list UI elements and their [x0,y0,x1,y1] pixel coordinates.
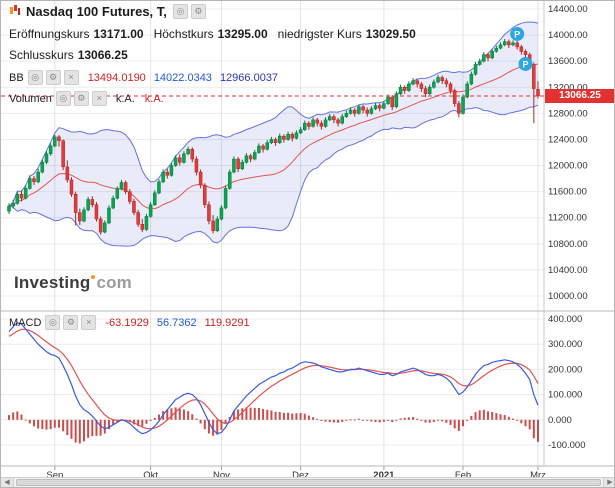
bollinger-band [8,21,539,247]
svg-text:11600.00: 11600.00 [548,187,587,198]
volume-indicator-row: Volumen ◎ ⚙ × k.A. k.A. [9,91,172,106]
horizontal-scrollbar[interactable]: ◀ ▶ [1,477,614,487]
svg-text:200.000: 200.000 [548,364,582,375]
svg-text:Nov: Nov [213,470,230,481]
bb-lower-value: 12966.0037 [219,71,279,84]
scrollbar-thumb[interactable] [16,479,601,486]
open-value: 13171.00 [93,27,144,41]
svg-text:Mrz: Mrz [530,470,546,481]
gear-icon[interactable]: ⚙ [45,70,61,85]
position-marker[interactable]: P [518,56,533,71]
scroll-left-button[interactable]: ◀ [1,478,14,487]
bb-indicator-row: BB ◎ ⚙ × 13494.0190 14022.0343 12966.003… [9,70,286,85]
instrument-icon [9,4,21,19]
volume-label: Volumen [9,92,52,105]
macd-hist-value: -63.1929 [105,316,149,329]
scrollbar-track[interactable] [14,478,603,487]
svg-text:100.000: 100.000 [548,390,582,401]
gear-icon[interactable]: ⚙ [63,315,79,330]
svg-text:-100.000: -100.000 [548,440,586,451]
svg-text:0.000: 0.000 [548,415,572,426]
scroll-right-button[interactable]: ▶ [603,478,614,487]
svg-text:400.000: 400.000 [548,314,582,325]
close-icon[interactable]: × [63,70,79,85]
logo-name: Investing [14,273,91,292]
current-price-badge: 13066.25 [545,88,614,103]
page-title: Nasdaq 100 Futures, T, [26,4,167,19]
low-label: niedrigster Kurs [277,27,362,41]
eye-icon[interactable]: ◎ [27,70,43,85]
high-value: 13295.00 [217,27,268,41]
svg-text:14000.00: 14000.00 [548,30,588,41]
svg-text:Feb: Feb [455,470,471,481]
bb-label: BB [9,71,24,84]
svg-text:14400.00: 14400.00 [548,4,588,15]
position-marker[interactable]: P [510,26,525,41]
quote-summary-row: Eröffnungskurs 13171.00 Höchstkurs 13295… [9,27,426,41]
svg-text:12400.00: 12400.00 [548,134,588,145]
close-icon[interactable]: × [81,315,97,330]
svg-text:Sep: Sep [46,470,63,481]
svg-text:10400.00: 10400.00 [548,265,588,276]
macd-label: MACD [9,316,42,329]
logo-dot-icon [91,275,96,279]
close-icon[interactable]: × [91,91,107,106]
close-label: Schlusskurs [9,48,74,62]
chart-title-row: Nasdaq 100 Futures, T, ◎ ⚙ [9,4,209,19]
close-row: Schlusskurs 13066.25 [9,48,138,62]
volume-value: k.A. [115,92,135,105]
svg-text:Dez: Dez [292,470,309,481]
svg-text:P: P [522,59,528,69]
svg-text:11200.00: 11200.00 [548,213,587,224]
low-value: 13029.50 [365,27,416,41]
macd-indicator-row: MACD ◎ ⚙ × -63.1929 56.7362 119.9291 [9,315,258,330]
bb-upper-value: 14022.0343 [153,71,212,84]
svg-text:10000.00: 10000.00 [548,291,588,302]
bb-middle-value: 13494.0190 [87,71,146,84]
svg-text:12000.00: 12000.00 [548,161,588,172]
svg-text:12800.00: 12800.00 [548,108,588,119]
gear-icon[interactable]: ⚙ [190,4,206,19]
gridlines: 14400.00 14000.00 13600.00 13200.00 12800.00… [1,1,588,481]
open-label: Eröffnungskurs [9,27,90,41]
svg-text:Okt: Okt [143,470,158,481]
svg-text:13600.00: 13600.00 [548,56,588,67]
high-label: Höchstkurs [153,27,214,41]
svg-text:P: P [514,29,520,39]
eye-icon[interactable]: ◎ [172,4,188,19]
macd-signal-value: 119.9291 [204,316,250,329]
svg-text:13200.00: 13200.00 [548,82,588,93]
close-value: 13066.25 [77,48,128,62]
svg-text:2021: 2021 [373,470,395,481]
investing-logo: Investing com [14,273,132,293]
logo-tld: com [96,273,132,292]
svg-text:10800.00: 10800.00 [548,239,588,250]
gear-icon[interactable]: ⚙ [73,91,89,106]
volume-ma-value: k.A. [144,92,164,105]
svg-text:300.000: 300.000 [548,339,582,350]
macd-indicator [8,322,539,444]
eye-icon[interactable]: ◎ [55,91,71,106]
macd-line-value: 56.7362 [156,316,197,329]
candlestick-series [7,39,540,235]
eye-icon[interactable]: ◎ [45,315,61,330]
